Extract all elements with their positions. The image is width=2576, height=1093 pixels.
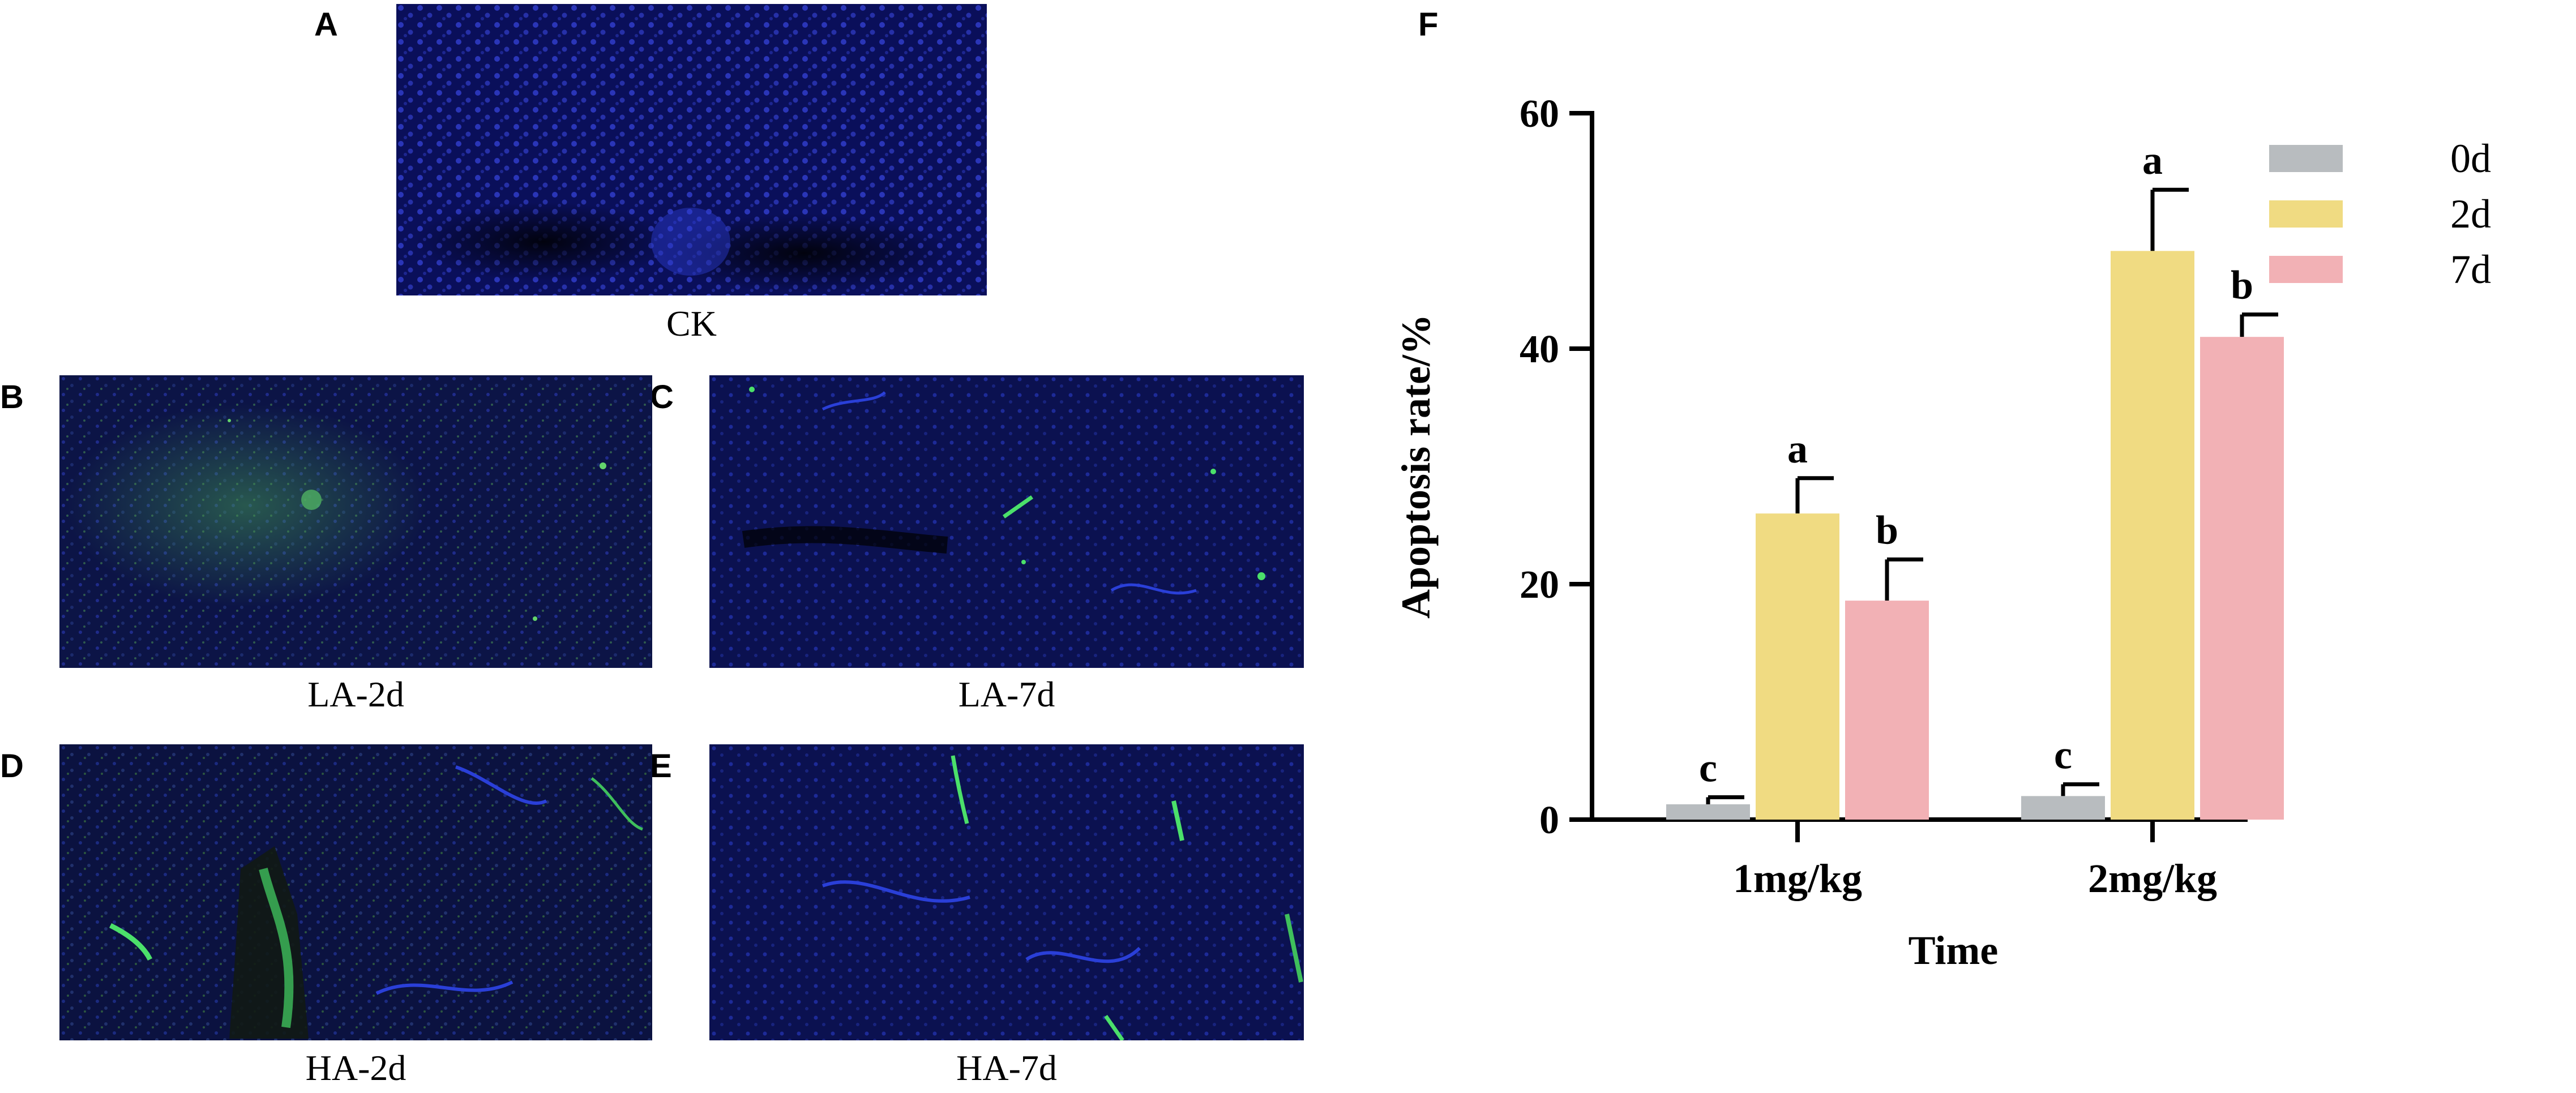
- panel-label-b: B: [0, 379, 24, 415]
- y-tick-label-1: 20: [1520, 563, 1559, 607]
- bar-chart: 0 20 40 60 Apoptosis rate/% 1mg/kg c a b 2mg/kg c a…: [1393, 92, 2491, 973]
- x-tick-label-1: 2mg/kg: [2088, 856, 2217, 901]
- y-axis-title: Apoptosis rate/%: [1393, 314, 1439, 619]
- bar-2d-1: [2111, 251, 2194, 820]
- panel-label-e: E: [650, 748, 672, 785]
- panel-label-f: F: [1418, 6, 1439, 43]
- panel-label-a: A: [314, 6, 338, 43]
- legend-swatch-7d: [2269, 256, 2343, 283]
- legend-swatch-0d: [2269, 145, 2343, 172]
- bar-7d-0: [1845, 601, 1929, 820]
- micrograph-la-2d: [59, 375, 652, 668]
- sig-letter-2d-0: a: [1787, 426, 1808, 472]
- sig-letter-7d-1: b: [2231, 263, 2253, 308]
- legend-label-7d: 7d: [2450, 247, 2491, 292]
- bar-0d-1: [2021, 796, 2105, 820]
- bar-0d-0: [1666, 804, 1750, 820]
- sig-letter-2d-1: a: [2142, 138, 2163, 183]
- y-tick-label-0: 0: [1539, 799, 1559, 842]
- caption-la-7d: LA-7d: [958, 674, 1055, 714]
- sig-letter-0d-0: c: [1699, 745, 1717, 790]
- caption-ck: CK: [666, 303, 717, 344]
- bar-2d-0: [1756, 513, 1839, 820]
- panel-label-c: C: [650, 379, 674, 415]
- sig-letter-0d-1: c: [2054, 732, 2072, 778]
- sig-letter-7d-0: b: [1876, 507, 1898, 552]
- bar-7d-1: [2200, 337, 2284, 820]
- caption-ha-7d: HA-7d: [956, 1048, 1057, 1088]
- micrograph-ha-7d: [709, 744, 1304, 1040]
- micrograph-ha-2d: [59, 744, 652, 1040]
- caption-ha-2d: HA-2d: [305, 1048, 406, 1088]
- caption-la-2d: LA-2d: [307, 674, 404, 714]
- micrograph-ck: [396, 4, 987, 295]
- y-tick-label-2: 40: [1520, 328, 1559, 371]
- panel-label-d: D: [0, 748, 24, 785]
- legend-swatch-2d: [2269, 200, 2343, 228]
- y-tick-label-3: 60: [1520, 92, 1559, 136]
- legend-label-0d: 0d: [2450, 136, 2491, 181]
- x-tick-label-0: 1mg/kg: [1733, 856, 1862, 901]
- legend-label-2d: 2d: [2450, 191, 2491, 237]
- micrograph-la-7d: [709, 375, 1304, 668]
- x-axis-title: Time: [1909, 928, 1999, 973]
